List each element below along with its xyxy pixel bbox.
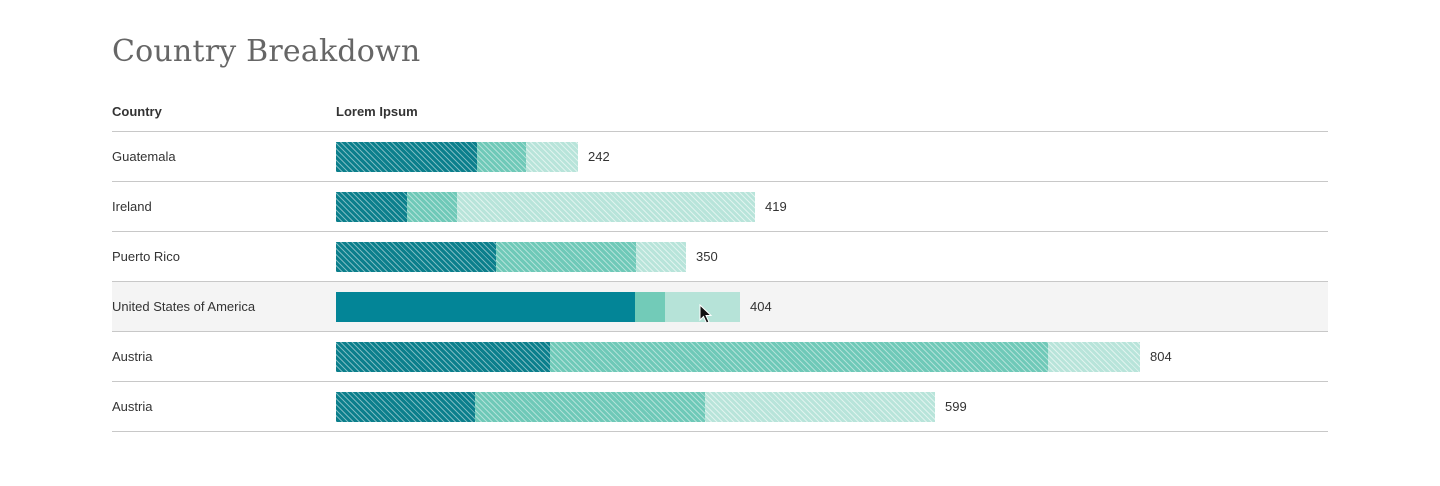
bar-segment-1[interactable] bbox=[336, 292, 635, 322]
bar-total-label: 350 bbox=[696, 249, 718, 264]
bar-segment-2[interactable] bbox=[407, 192, 457, 222]
bar-segment-2[interactable] bbox=[477, 142, 526, 172]
country-label: United States of America bbox=[112, 299, 256, 314]
bar-segment-1[interactable] bbox=[336, 142, 477, 172]
bar-total-label: 404 bbox=[750, 299, 772, 314]
bar-segment-3[interactable] bbox=[457, 192, 755, 222]
stacked-bar[interactable] bbox=[336, 292, 740, 322]
bar-segment-1[interactable] bbox=[336, 192, 407, 222]
stacked-bar[interactable] bbox=[336, 242, 686, 272]
bar-segment-2[interactable] bbox=[550, 342, 1048, 372]
country-label: Puerto Rico bbox=[112, 249, 180, 264]
country-label: Austria bbox=[112, 399, 153, 414]
bar-total-label: 242 bbox=[588, 149, 610, 164]
table-row[interactable]: Austria 599 bbox=[112, 382, 1328, 432]
bar-segment-3[interactable] bbox=[1048, 342, 1140, 372]
table-row[interactable]: Guatemala 242 bbox=[112, 132, 1328, 182]
column-header-country[interactable]: Country bbox=[112, 104, 162, 119]
table-row[interactable]: Ireland 419 bbox=[112, 182, 1328, 232]
table-header: Country Lorem Ipsum bbox=[112, 92, 1328, 132]
bar-segment-1[interactable] bbox=[336, 242, 496, 272]
table-row[interactable]: Austria 804 bbox=[112, 332, 1328, 382]
bar-segment-1[interactable] bbox=[336, 342, 550, 372]
bar-segment-3[interactable] bbox=[705, 392, 935, 422]
country-label: Ireland bbox=[112, 199, 152, 214]
bar-segment-3[interactable] bbox=[636, 242, 686, 272]
stacked-bar[interactable] bbox=[336, 192, 755, 222]
bar-total-label: 599 bbox=[945, 399, 967, 414]
stacked-bar[interactable] bbox=[336, 342, 1140, 372]
bar-total-label: 419 bbox=[765, 199, 787, 214]
bar-segment-2[interactable] bbox=[496, 242, 636, 272]
mouse-cursor-icon bbox=[699, 304, 713, 324]
bar-segment-2[interactable] bbox=[635, 292, 665, 322]
bar-segment-3[interactable] bbox=[526, 142, 578, 172]
table-row[interactable]: Puerto Rico 350 bbox=[112, 232, 1328, 282]
chart-title: Country Breakdown bbox=[112, 34, 421, 69]
bar-segment-2[interactable] bbox=[475, 392, 705, 422]
bar-total-label: 804 bbox=[1150, 349, 1172, 364]
stacked-bar[interactable] bbox=[336, 392, 935, 422]
table-body: Guatemala 242 Ireland 419 Puerto Rico 350 Unit… bbox=[112, 132, 1328, 432]
column-header-value[interactable]: Lorem Ipsum bbox=[336, 104, 418, 119]
country-breakdown-table: Country Lorem Ipsum Guatemala 242 Ireland 4… bbox=[112, 92, 1328, 432]
table-row[interactable]: United States of America 404 bbox=[112, 282, 1328, 332]
country-label: Guatemala bbox=[112, 149, 176, 164]
country-label: Austria bbox=[112, 349, 153, 364]
bar-segment-1[interactable] bbox=[336, 392, 475, 422]
stacked-bar[interactable] bbox=[336, 142, 578, 172]
